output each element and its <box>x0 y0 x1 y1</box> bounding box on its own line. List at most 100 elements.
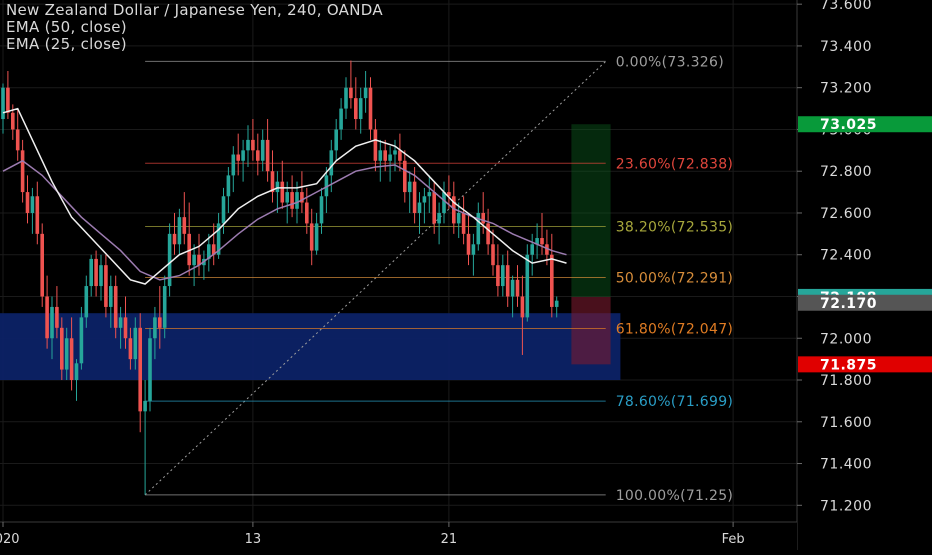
candle-body <box>104 265 108 307</box>
price-tag-label: 72.170 <box>820 296 877 312</box>
profit-zone <box>571 124 611 297</box>
chart-legend: New Zealand Dollar / Japanese Yen, 240, … <box>6 2 383 53</box>
candle-body <box>349 87 353 99</box>
candle-body <box>6 87 10 113</box>
candle-body <box>20 150 25 193</box>
candle-body <box>45 296 49 339</box>
symbol-title[interactable]: New Zealand Dollar / Japanese Yen, 240, … <box>6 1 383 19</box>
candle-body <box>275 181 280 193</box>
candle-body <box>427 192 432 197</box>
candles <box>1 60 559 495</box>
candle-body <box>530 244 534 255</box>
candle-body <box>113 286 118 328</box>
candle-body <box>256 150 260 161</box>
candle-body <box>368 87 373 130</box>
candle-body <box>280 181 285 203</box>
candle-body <box>344 87 348 109</box>
ema50-legend[interactable]: EMA (50, close) <box>6 18 127 36</box>
candle-body <box>211 244 216 255</box>
candle-body <box>456 212 461 224</box>
candle-body <box>412 181 417 213</box>
price-tick-label: 72.400 <box>820 248 872 264</box>
time-axis-bg <box>0 522 797 550</box>
candle-body <box>471 244 476 255</box>
candle-body <box>486 223 490 245</box>
candle-body <box>442 192 446 213</box>
candle-body <box>40 233 44 297</box>
candle-body <box>197 254 201 266</box>
candle-body <box>554 300 559 307</box>
candle-body <box>388 154 392 161</box>
candle-body <box>324 175 329 197</box>
price-tag-bg <box>798 356 932 373</box>
demand-zone[interactable] <box>0 313 621 381</box>
candle-body <box>550 254 554 307</box>
candle-body <box>403 160 407 193</box>
candle-body <box>192 254 196 266</box>
price-tick-label: 72.000 <box>820 331 872 347</box>
candle-body <box>251 139 255 151</box>
candle-body <box>109 286 113 307</box>
candle-body <box>231 154 236 176</box>
candle-body <box>339 108 343 130</box>
candle-body <box>241 150 245 161</box>
price-axis[interactable]: 71.20071.40071.60071.80072.00072.20072.4… <box>796 0 932 550</box>
time-tick-label: 21 <box>441 532 458 547</box>
ema50-line <box>2 159 567 281</box>
candle-body <box>505 265 510 297</box>
candle-body <box>363 87 368 99</box>
candle-body <box>501 265 505 287</box>
fib-level-label: 78.60%(71.699) <box>616 394 734 410</box>
candle-body <box>118 317 123 328</box>
fibonacci-retracement[interactable]: 0.00%(73.326) 23.60%(72.838) 38.20%(72.535… <box>144 54 734 504</box>
price-tag-bg <box>798 116 932 133</box>
candle-body <box>15 129 20 151</box>
fib-level-label: 100.00%(71.25) <box>616 488 734 504</box>
candle-body <box>285 192 289 203</box>
price-tick-label: 73.400 <box>820 39 872 55</box>
candle-body <box>466 233 471 255</box>
candle-body <box>153 317 157 339</box>
price-axis-bg <box>797 0 932 550</box>
candle-body <box>265 139 270 172</box>
candle-body <box>329 150 334 176</box>
candle-body <box>515 279 520 297</box>
candle-body <box>452 196 456 224</box>
candle-body <box>520 296 525 318</box>
candle-body <box>437 212 441 224</box>
candle-body <box>11 112 15 130</box>
time-axis[interactable]: 2020 13 21 Feb <box>0 521 797 550</box>
long-position-tool[interactable] <box>571 124 611 365</box>
candle-body <box>383 150 387 161</box>
candle-body <box>481 212 485 224</box>
candle-body <box>133 327 138 360</box>
ema25-legend[interactable]: EMA (25, close) <box>6 35 127 53</box>
candle-body <box>290 192 294 209</box>
candle-body <box>407 181 412 193</box>
fib-level-label: 50.00%(72.291) <box>616 270 734 286</box>
candle-body <box>334 129 338 151</box>
candle-body <box>50 306 54 339</box>
candle-body <box>158 317 162 328</box>
candle-body <box>358 98 363 120</box>
fib-level-label: 38.20%(72.535) <box>616 220 734 236</box>
candle-body <box>432 192 436 224</box>
candle-body <box>373 129 378 161</box>
candle-body <box>461 212 466 234</box>
candle-body <box>545 244 549 255</box>
candle-body <box>422 196 427 203</box>
candle-body <box>79 317 84 364</box>
candle-body <box>314 223 319 251</box>
candle-body <box>69 338 74 381</box>
candle-body <box>35 196 40 234</box>
candle-body <box>246 139 250 151</box>
candle-body <box>221 196 226 224</box>
price-tick-label: 71.400 <box>820 457 872 473</box>
candle-body <box>1 87 5 120</box>
candle-body <box>84 286 89 318</box>
candle-body <box>148 338 152 401</box>
price-tick-label: 73.600 <box>820 0 872 13</box>
